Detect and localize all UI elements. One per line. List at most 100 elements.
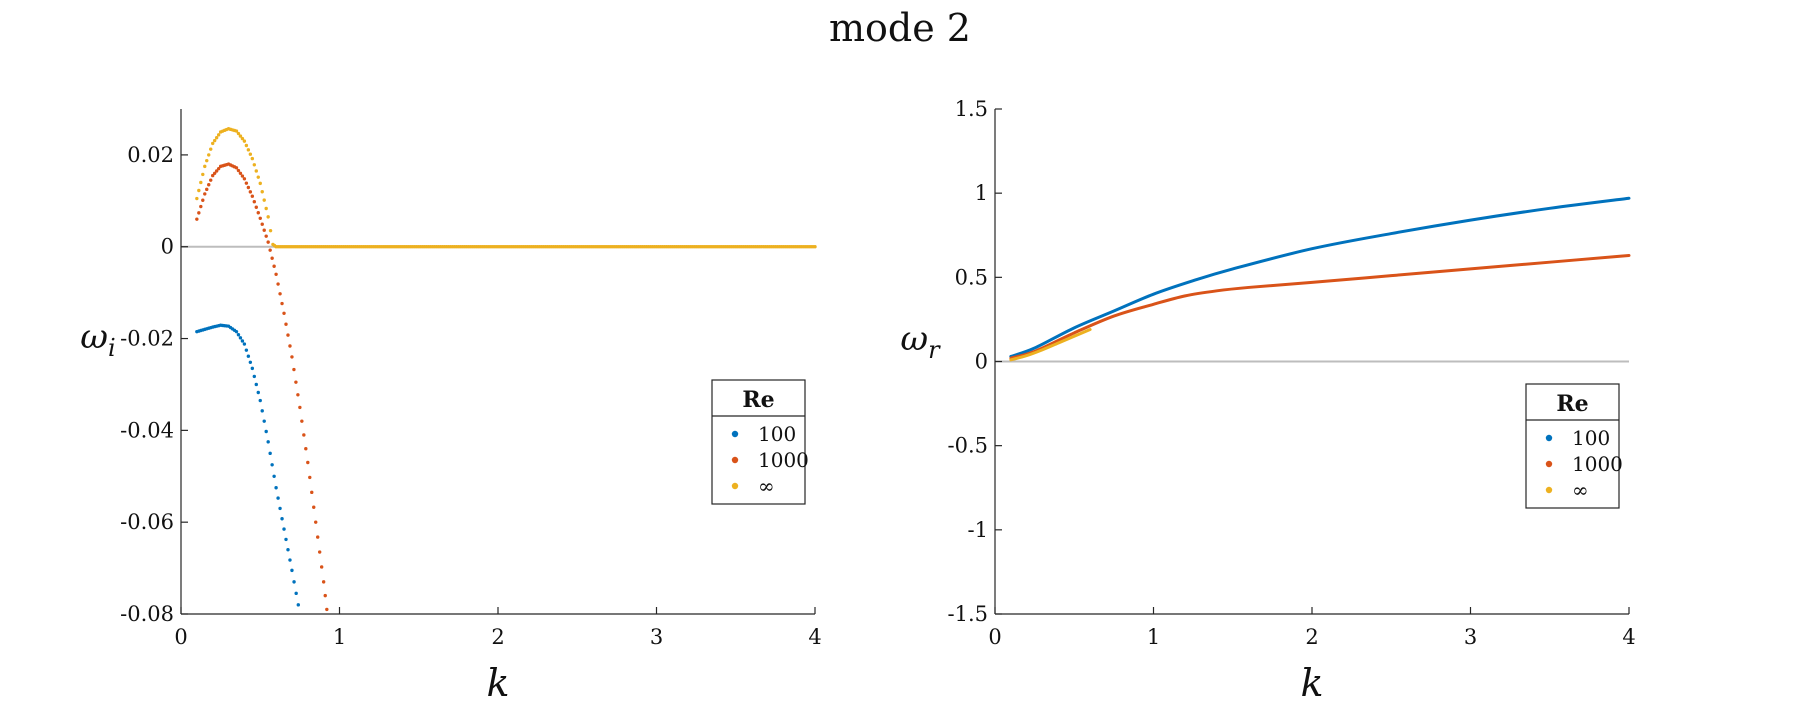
right-x-tick-label: 1 [1147,625,1160,649]
right-legend-marker-1 [1545,460,1553,468]
left-x-tick-label: 1 [333,625,346,649]
left-data-point [262,419,266,423]
left-data-point [240,136,245,141]
left-data-point [212,171,217,175]
figure-title: mode 2 [829,6,971,50]
left-data-point [325,607,329,612]
left-data-point [254,169,258,173]
left-data-point [214,135,219,140]
right-y-tick-label: 0.5 [955,265,988,289]
left-data-point [234,129,239,133]
left-data-point [282,527,286,531]
left-data-point [319,565,324,569]
left-legend-label-0: 100 [758,422,796,446]
left-y-tick-label: -0.02 [120,327,174,351]
left-data-point [246,354,251,358]
left-data-point [264,206,268,211]
left-data-point [290,568,294,573]
left-y-tick-label: 0.02 [127,143,174,167]
left-data-point [207,153,211,157]
left-series-0 [195,323,300,607]
left-data-point [323,593,327,598]
left-data-point [244,348,249,352]
left-data-point [268,228,273,233]
left-data-point [201,172,205,177]
left-data-point [252,374,257,379]
left-data-point [258,181,262,186]
left-data-point [238,171,243,175]
left-data-point [256,390,260,395]
left-data-point [238,336,243,340]
left-data-point [203,192,207,196]
left-data-point [284,537,288,542]
left-legend-marker-2 [731,482,739,490]
left-data-point [242,177,247,181]
left-data-point [280,301,284,306]
right-legend-box [1525,383,1620,509]
left-data-point [286,548,290,552]
left-data-point [240,174,245,178]
right-y-tick-label: 1 [975,181,988,205]
left-data-point [314,520,318,524]
left-data-point [203,164,207,169]
left-data-point [292,367,296,372]
left-data-point [244,143,249,148]
left-chart-panel: 0 1 2 3 4 -0.08 -0.06 -0.04 -0.02 0 0.02 k ωi Re 10010… [80,109,822,705]
left-data-point [211,141,215,146]
left-data-point [240,339,245,343]
left-data-point [294,591,298,596]
right-y-tick-label: 1.5 [955,97,988,121]
left-data-point [282,311,286,315]
left-data-point [236,168,241,173]
right-y-tick-label: -1.5 [948,602,989,626]
left-data-point [197,188,201,193]
left-data-point [290,355,294,359]
left-data-point [262,228,266,232]
right-x-tick-label: 0 [988,625,1001,649]
left-data-point [278,506,282,511]
left-data-point [268,248,272,252]
left-legend-label-2: ∞ [758,474,775,498]
left-data-point [242,139,247,143]
left-data-point [250,156,255,161]
left-data-point [244,181,249,185]
left-data-point [201,198,205,202]
left-data-point [296,393,300,397]
left-data-point [205,187,209,192]
right-legend-marker-0 [1545,434,1553,442]
left-data-point [236,333,241,337]
left-data-point [316,535,320,539]
left-y-tick-label: -0.08 [120,602,174,626]
left-data-point [286,333,290,337]
left-data-point [246,185,251,190]
left-data-point [274,486,278,490]
left-data-point [209,147,213,151]
left-data-point [278,292,282,296]
left-data-point [266,440,270,444]
right-x-tick-label: 3 [1464,625,1477,649]
left-data-point [260,409,264,413]
left-data-point [211,173,215,178]
left-data-point [272,264,276,268]
left-data-point [236,131,241,136]
left-data-point [264,234,268,238]
left-data-point [195,196,199,201]
left-data-point [260,190,264,194]
left-data-point [284,322,288,326]
left-data-point [274,272,278,276]
left-data-point [258,216,262,220]
left-data-point [276,282,280,286]
left-x-tick-label: 0 [174,625,187,649]
left-data-point [304,447,308,451]
left-data-point [195,217,199,221]
right-y-tick-label: 0 [975,350,988,374]
left-data-point [268,451,272,456]
left-data-point [294,380,298,384]
right-x-tick-label: 4 [1622,625,1635,649]
right-legend-label-1: 1000 [1572,452,1623,476]
left-x-axis-label: k [486,661,509,705]
left-data-point [270,256,274,260]
left-data-point [298,405,302,410]
left-data-point [260,222,264,226]
